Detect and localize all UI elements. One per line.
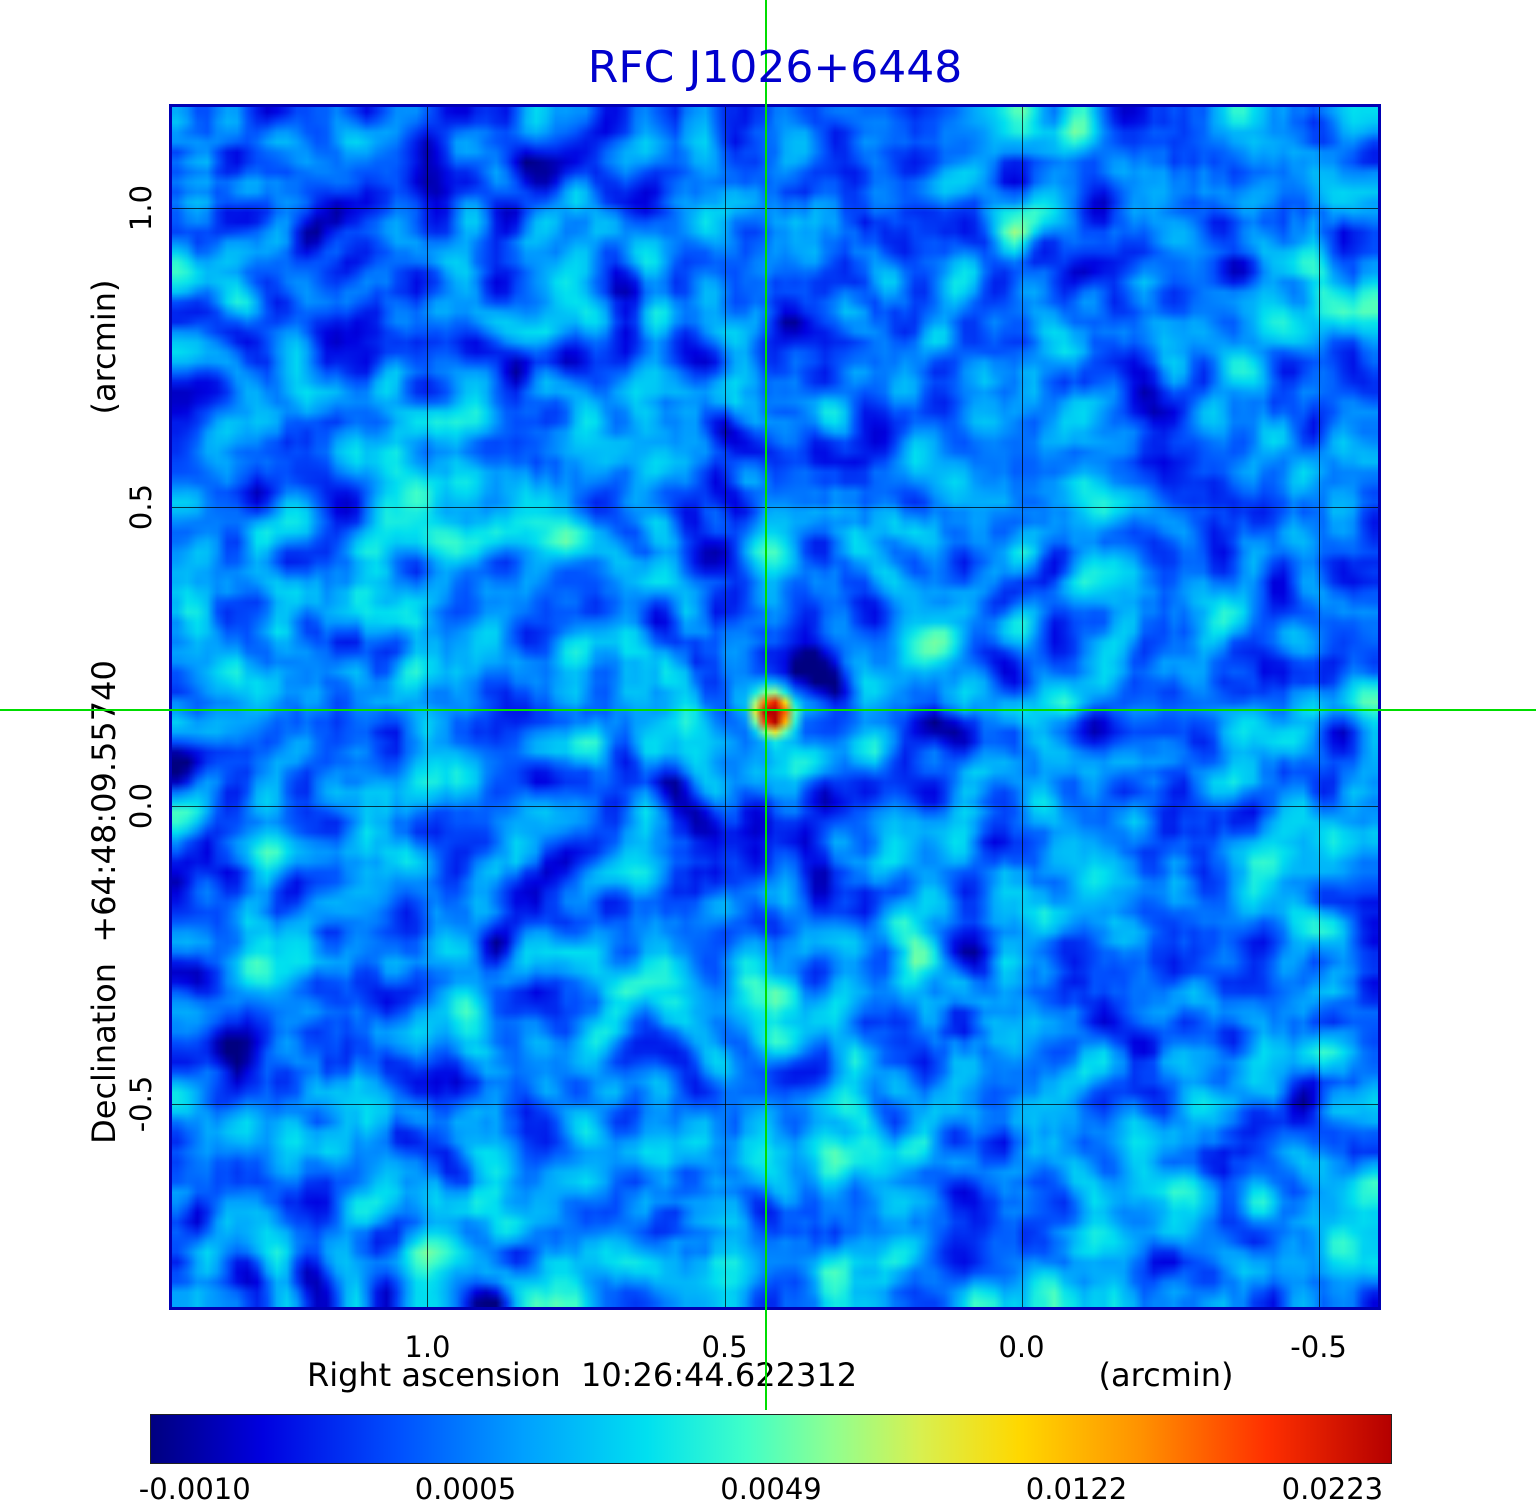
colorbar <box>150 1414 1392 1464</box>
colorbar-tick-label: 0.0049 <box>720 1472 822 1506</box>
colorbar-tick-label: 0.0122 <box>1025 1472 1128 1506</box>
y-axis-unit-label: (arcmin) <box>85 279 123 415</box>
crosshair-horizontal-line <box>0 708 1536 711</box>
y-tick-label: -0.5 <box>124 1075 158 1133</box>
x-tick-label: 0.5 <box>701 1330 748 1364</box>
plot-area <box>169 104 1381 1310</box>
crosshair-vertical-line <box>765 0 768 1410</box>
y-tick-label: 0.0 <box>124 782 158 829</box>
y-axis-title: Declination +64:48:09.55740 <box>85 660 123 1144</box>
colorbar-tick-label: 0.0005 <box>414 1472 517 1506</box>
x-axis-unit-label: (arcmin) <box>1098 1356 1234 1394</box>
colorbar-tick-label: 0.0223 <box>1281 1472 1384 1506</box>
figure-title: RFC J1026+6448 <box>587 42 963 93</box>
y-tick-label: 1.0 <box>124 185 158 232</box>
colorbar-tick-label: -0.0010 <box>138 1472 251 1506</box>
x-axis-title: Right ascension 10:26:44.622312 <box>306 1356 858 1394</box>
x-tick-label: 0.0 <box>998 1330 1045 1364</box>
x-tick-label: 1.0 <box>404 1330 451 1364</box>
x-tick-label: -0.5 <box>1290 1330 1347 1364</box>
y-tick-label: 0.5 <box>124 483 158 531</box>
heatmap-canvas <box>172 107 1378 1307</box>
